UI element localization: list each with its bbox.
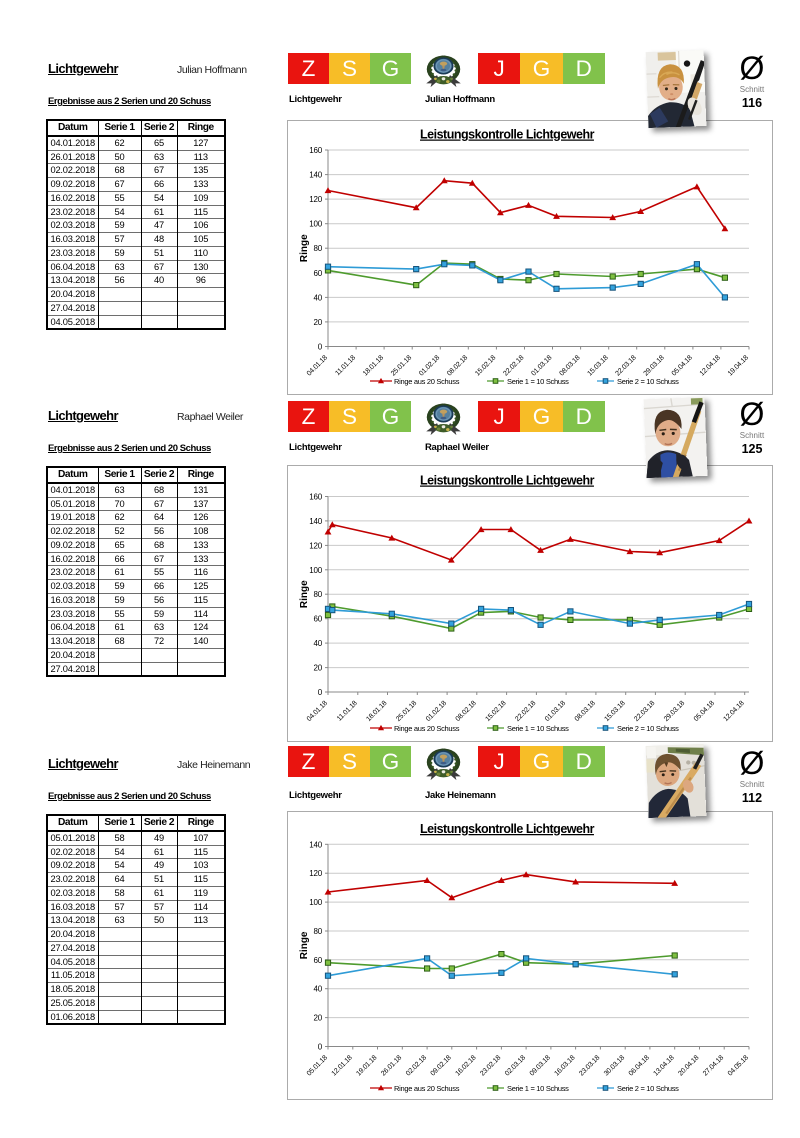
svg-text:20: 20	[314, 318, 323, 327]
svg-text:Leistungskontrolle Lichtgewehr: Leistungskontrolle Lichtgewehr	[420, 822, 595, 836]
svg-text:60: 60	[314, 615, 323, 624]
svg-text:160: 160	[309, 146, 322, 155]
svg-text:20: 20	[314, 1014, 323, 1023]
svg-text:160: 160	[309, 493, 322, 502]
svg-text:Ringe: Ringe	[299, 931, 310, 959]
svg-text:Serie 1 = 10 Schuss: Serie 1 = 10 Schuss	[507, 1084, 569, 1093]
svg-text:40: 40	[314, 639, 323, 648]
svg-text:0: 0	[318, 1043, 323, 1052]
svg-text:Serie 2 = 10 Schuss: Serie 2 = 10 Schuss	[617, 724, 679, 733]
svg-text:Ringe aus 20 Schuss: Ringe aus 20 Schuss	[394, 724, 460, 733]
svg-text:Ringe aus 20 Schuss: Ringe aus 20 Schuss	[394, 377, 460, 386]
svg-text:0: 0	[318, 343, 323, 352]
svg-text:Ringe: Ringe	[299, 234, 310, 262]
svg-text:Serie 2 = 10 Schuss: Serie 2 = 10 Schuss	[617, 1084, 679, 1093]
svg-text:120: 120	[309, 869, 322, 878]
svg-text:120: 120	[309, 541, 322, 550]
svg-text:80: 80	[314, 590, 323, 599]
svg-text:120: 120	[309, 195, 322, 204]
svg-text:140: 140	[309, 171, 322, 180]
svg-text:60: 60	[314, 956, 323, 965]
svg-text:Leistungskontrolle Lichtgewehr: Leistungskontrolle Lichtgewehr	[420, 128, 595, 142]
svg-text:Leistungskontrolle Lichtgewehr: Leistungskontrolle Lichtgewehr	[420, 474, 595, 488]
svg-text:Ringe aus 20 Schuss: Ringe aus 20 Schuss	[394, 1084, 460, 1093]
svg-text:60: 60	[314, 269, 323, 278]
svg-text:Serie 2 = 10 Schuss: Serie 2 = 10 Schuss	[617, 377, 679, 386]
svg-text:80: 80	[314, 927, 323, 936]
svg-text:100: 100	[309, 566, 322, 575]
svg-text:40: 40	[314, 985, 323, 994]
svg-text:0: 0	[318, 688, 323, 697]
svg-text:140: 140	[309, 517, 322, 526]
svg-text:100: 100	[309, 898, 322, 907]
svg-text:40: 40	[314, 293, 323, 302]
svg-text:Serie 1 = 10 Schuss: Serie 1 = 10 Schuss	[507, 724, 569, 733]
svg-text:100: 100	[309, 220, 322, 229]
svg-text:Ringe: Ringe	[299, 580, 310, 608]
svg-text:Serie 1 = 10 Schuss: Serie 1 = 10 Schuss	[507, 377, 569, 386]
svg-text:20: 20	[314, 664, 323, 673]
svg-text:140: 140	[309, 840, 322, 849]
svg-text:80: 80	[314, 244, 323, 253]
